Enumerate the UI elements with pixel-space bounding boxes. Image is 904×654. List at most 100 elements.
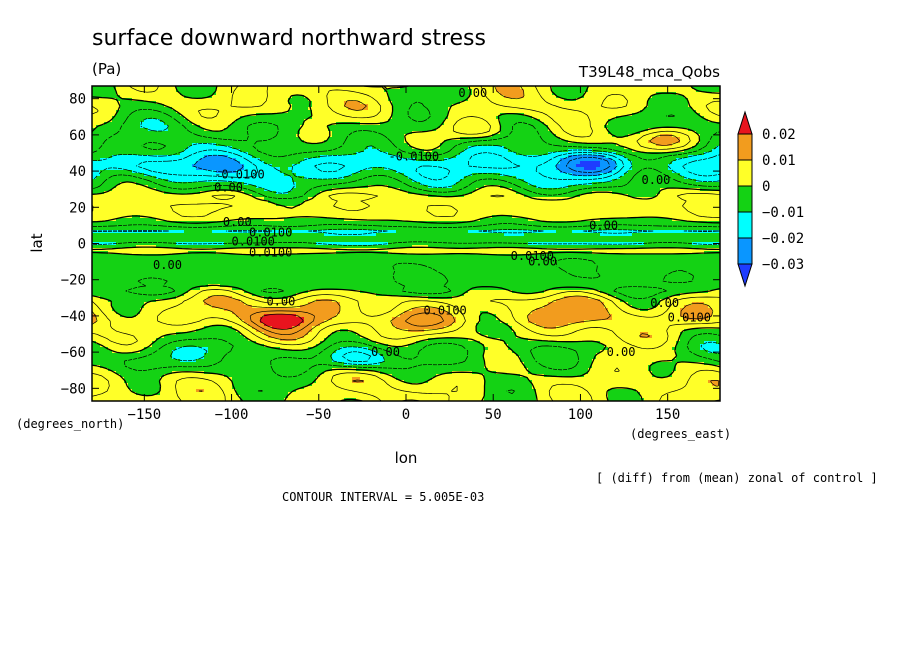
contour-cell — [436, 101, 441, 105]
contour-cell — [700, 107, 705, 111]
contour-cell — [372, 167, 377, 171]
contour-cell — [508, 110, 513, 114]
contour-cell — [112, 179, 117, 183]
contour-cell — [360, 164, 365, 168]
contour-cell — [216, 155, 221, 159]
contour-cell — [504, 140, 509, 144]
contour-cell — [652, 173, 657, 177]
contour-cell — [688, 131, 693, 135]
contour-cell — [520, 164, 525, 168]
contour-cell — [116, 146, 121, 150]
contour-cell — [236, 92, 241, 96]
contour-cell — [404, 101, 409, 105]
contour-cell — [420, 92, 425, 96]
contour-cell — [628, 125, 633, 129]
contour-cell — [136, 161, 141, 165]
contour-cell — [160, 173, 165, 177]
contour-cell — [292, 164, 297, 168]
contour-cell — [356, 137, 361, 141]
contour-cell — [644, 155, 649, 159]
contour-cell — [672, 119, 677, 123]
contour-cell — [632, 89, 637, 93]
contour-cell — [416, 137, 421, 141]
contour-cell — [344, 128, 349, 132]
contour-cell — [224, 125, 229, 129]
contour-cell — [120, 167, 125, 171]
contour-cell — [204, 95, 209, 99]
contour-cell — [468, 161, 473, 165]
contour-cell — [500, 137, 505, 141]
contour-cell — [236, 110, 241, 114]
contour-cell — [644, 173, 649, 177]
contour-cell — [428, 101, 433, 105]
contour-cell — [568, 143, 573, 147]
contour-cell — [148, 113, 153, 117]
contour-cell — [664, 146, 669, 150]
contour-cell — [200, 86, 205, 90]
contour-cell — [96, 155, 101, 159]
contour-cell — [620, 176, 625, 180]
contour-cell — [388, 131, 393, 135]
contour-cell — [92, 158, 97, 162]
contour-cell — [348, 158, 353, 162]
contour-cell — [352, 107, 357, 111]
contour-cell — [296, 119, 301, 123]
contour-cell — [120, 104, 125, 108]
contour-cell — [408, 143, 413, 147]
contour-cell — [108, 95, 113, 99]
contour-cell — [352, 170, 357, 174]
contour-cell — [204, 107, 209, 111]
contour-cell — [264, 95, 269, 99]
contour-cell — [500, 173, 505, 177]
contour-cell — [508, 89, 513, 93]
contour-cell — [352, 125, 357, 129]
contour-cell — [544, 125, 549, 129]
contour-cell — [96, 164, 101, 168]
contour-cell — [136, 125, 141, 129]
contour-cell — [260, 104, 265, 108]
contour-cell — [276, 89, 281, 93]
contour-cell — [476, 149, 481, 153]
contour-cell — [260, 149, 265, 153]
contour-cell — [384, 167, 389, 171]
contour-cell — [416, 107, 421, 111]
contour-cell — [664, 101, 669, 105]
contour-cell — [644, 164, 649, 168]
contour-cell — [264, 113, 269, 117]
contour-cell — [588, 140, 593, 144]
contour-cell — [292, 137, 297, 141]
contour-cell — [128, 116, 133, 120]
contour-cell — [392, 140, 397, 144]
contour-cell — [240, 176, 245, 180]
contour-cell — [600, 161, 605, 165]
contour-cell — [200, 176, 205, 180]
contour-cell — [660, 122, 665, 126]
contour-cell — [488, 155, 493, 159]
contour-cell — [348, 110, 353, 114]
contour-cell — [508, 86, 513, 90]
contour-cell — [708, 149, 713, 153]
contour-cell — [132, 137, 137, 141]
contour-cell — [596, 92, 601, 96]
contour-cell — [668, 113, 673, 117]
contour-cell — [600, 116, 605, 120]
contour-cell — [532, 161, 537, 165]
contour-cell — [108, 104, 113, 108]
contour-cell — [364, 173, 369, 177]
contour-cell — [308, 137, 313, 141]
contour-cell — [492, 110, 497, 114]
contour-cell — [468, 131, 473, 135]
contour-cell — [184, 149, 189, 153]
contour-cell — [712, 122, 717, 126]
contour-cell — [184, 128, 189, 132]
contour-cell — [580, 164, 585, 168]
contour-cell — [372, 176, 377, 180]
contour-cell — [460, 170, 465, 174]
contour-cell — [712, 116, 717, 120]
contour-cell — [376, 179, 381, 183]
contour-cell — [548, 92, 553, 96]
contour-cell — [172, 152, 177, 156]
contour-cell — [404, 92, 409, 96]
contour-cell — [688, 134, 693, 138]
contour-cell — [324, 152, 329, 156]
